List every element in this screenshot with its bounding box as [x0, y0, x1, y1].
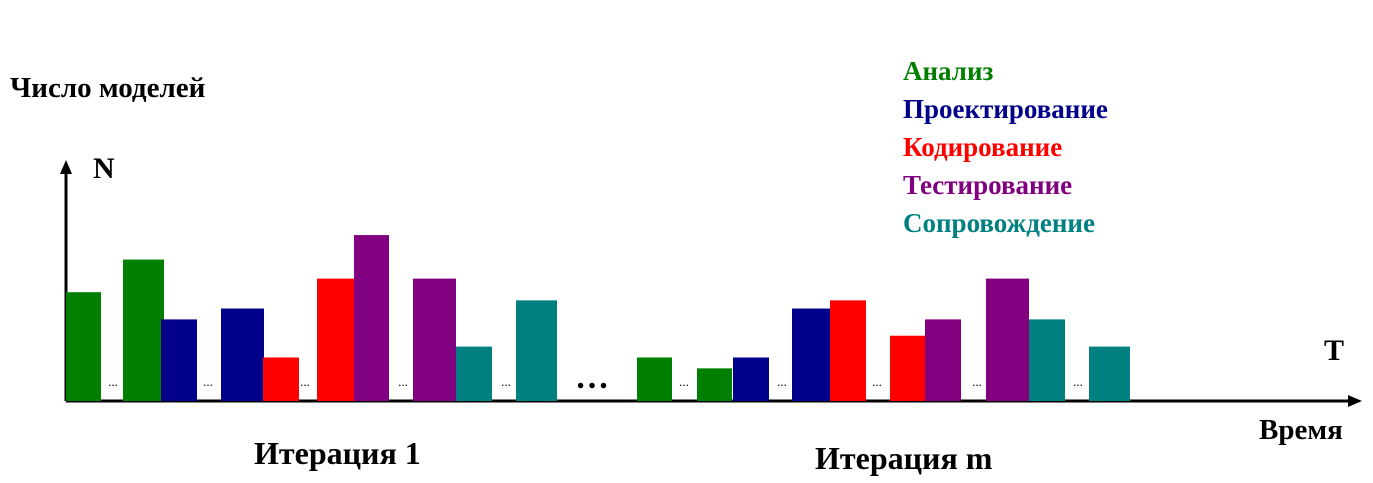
legend-entry-maintenance: Сопровождение — [903, 208, 1095, 238]
iteration-gap-ellipsis: … — [575, 359, 609, 396]
gap-dots-2-2: ... — [777, 374, 787, 389]
x-axis-symbol: T — [1324, 334, 1345, 367]
bar-1-4 — [221, 308, 264, 401]
legend-entry-coding: Кодирование — [903, 132, 1063, 162]
gap-dots-2-3: ... — [872, 374, 882, 389]
bar-2-10 — [1089, 346, 1130, 401]
bar-1-3 — [161, 319, 197, 401]
bar-2-1 — [637, 357, 672, 401]
bar-1-5 — [263, 357, 299, 401]
legend-entry-analysis: Анализ — [903, 56, 994, 86]
gap-dots-1-5: ... — [501, 374, 511, 389]
y-axis-label: Число моделей — [10, 72, 206, 104]
gap-dots-2-5: ... — [1073, 374, 1083, 389]
bar-1-7 — [354, 235, 389, 401]
bar-2-4 — [792, 308, 830, 401]
bar-1-9 — [456, 346, 492, 401]
gap-dots-1-2: ... — [203, 374, 213, 389]
gap-dots-1-4: ... — [398, 374, 408, 389]
bar-1-10 — [516, 300, 557, 401]
gap-dots-1-3: ... — [300, 374, 310, 389]
x-axis-arrowhead — [1348, 395, 1362, 407]
y-axis-symbol: N — [93, 152, 115, 185]
bar-2-3 — [733, 357, 769, 401]
bar-2-8 — [986, 278, 1029, 401]
gap-dots-2-4: ... — [972, 374, 982, 389]
gap-dots-2-1: ... — [679, 374, 689, 389]
bar-2-2 — [697, 368, 732, 401]
legend-entry-design: Проектирование — [903, 94, 1108, 124]
bar-1-6 — [317, 278, 354, 401]
bar-1-8 — [413, 278, 456, 401]
y-axis-arrowhead — [60, 160, 72, 174]
group-label-iteration-1: Итерация 1 — [254, 435, 421, 471]
gap-dots-1-1: ... — [108, 374, 118, 389]
bar-1-2 — [123, 259, 164, 401]
bar-2-6 — [890, 335, 925, 401]
bar-2-5 — [830, 300, 866, 401]
legend: Анализ Проектирование Кодирование Тестир… — [903, 52, 1108, 242]
bar-1-1 — [66, 292, 101, 401]
bar-2-7 — [925, 319, 961, 401]
group-label-iteration-m: Итерация m — [815, 440, 993, 476]
legend-entry-testing: Тестирование — [903, 170, 1073, 200]
bar-2-9 — [1029, 319, 1065, 401]
x-axis-label: Время — [1259, 414, 1343, 446]
